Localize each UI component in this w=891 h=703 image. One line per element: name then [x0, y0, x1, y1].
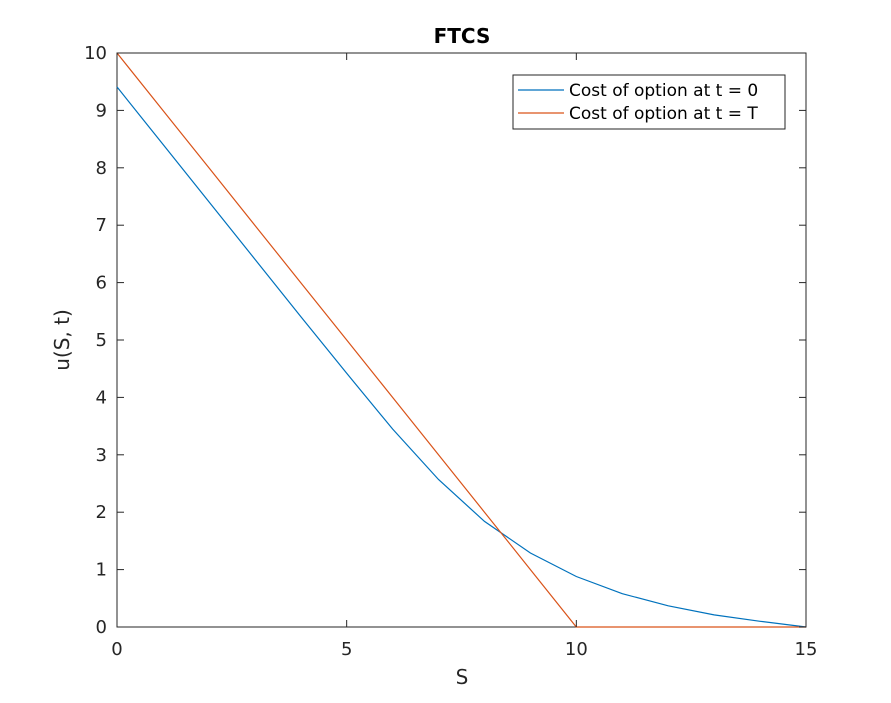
- chart-title: FTCS: [434, 24, 491, 48]
- y-tick-label: 7: [96, 215, 107, 236]
- series-line-1: [116, 86, 807, 628]
- x-tick-label: 0: [111, 639, 122, 660]
- y-tick-label: 0: [96, 617, 107, 638]
- x-tick-label: 5: [341, 639, 352, 660]
- y-tick-label: 9: [96, 100, 107, 121]
- legend-box: [512, 74, 786, 130]
- y-tick-label: 6: [96, 273, 107, 294]
- series-line-2: [116, 52, 806, 628]
- legend-label-1: Cost of option at t = 0: [569, 81, 758, 101]
- y-tick-label: 1: [96, 560, 107, 581]
- legend-label-2: Cost of option at t = T: [569, 104, 758, 124]
- axes-box: [116, 52, 807, 628]
- y-tick-label: 10: [84, 43, 107, 64]
- y-tick-label: 8: [96, 158, 107, 179]
- y-tick-label: 5: [96, 330, 107, 351]
- y-tick-label: 4: [96, 387, 107, 408]
- y-axis-label: u(S, t): [50, 309, 74, 371]
- x-axis-label: S: [456, 665, 469, 689]
- legend: Cost of option at t = 0 Cost of option at…: [512, 74, 786, 130]
- x-tick-label: 15: [795, 639, 818, 660]
- ticks-layer: 0 5 10 15 0 1 2 3 4 5 6 7 8 9 10: [84, 43, 817, 660]
- y-tick-label: 3: [96, 445, 107, 466]
- x-tick-label: 10: [565, 639, 588, 660]
- plot-area: 0 5 10 15 0 1 2 3 4 5 6 7 8 9 10: [84, 43, 817, 660]
- series-layer: [116, 52, 807, 628]
- y-tick-label: 2: [96, 502, 107, 523]
